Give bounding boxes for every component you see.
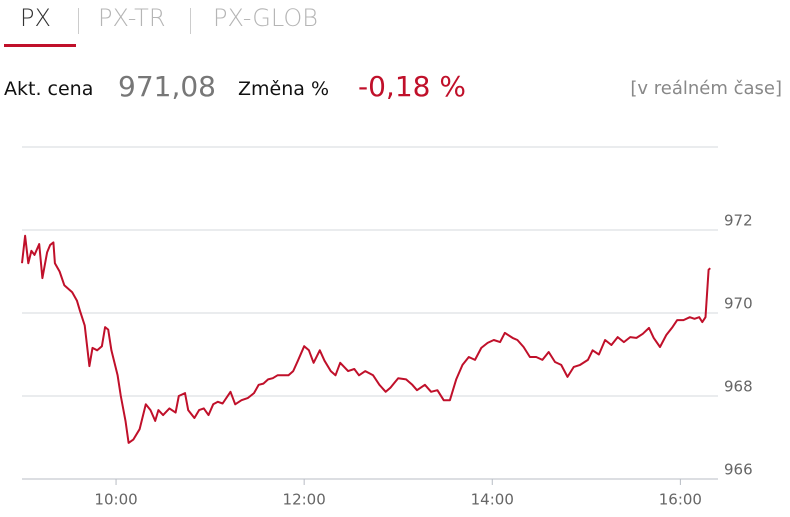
x-tick-label: 14:00 — [471, 491, 514, 509]
price-label: Akt. cena — [4, 78, 94, 100]
separator — [190, 8, 191, 34]
change-value: -0,18 % — [358, 70, 466, 103]
x-tick-label: 10:00 — [94, 491, 137, 509]
price-line — [21, 234, 711, 444]
y-tick-label: 968 — [724, 378, 753, 396]
tab[interactable]: PX — [20, 4, 51, 32]
x-tick-label: 12:00 — [283, 491, 326, 509]
active-tab-underline — [4, 44, 76, 47]
tab[interactable]: PX-TR — [98, 4, 166, 32]
change-label: Změna % — [238, 78, 329, 100]
tab[interactable]: PX-GLOB — [213, 4, 318, 32]
price-value: 971,08 — [118, 70, 216, 103]
x-tick-label: 16:00 — [659, 491, 702, 509]
y-tick-label: 972 — [724, 212, 753, 230]
y-tick-label: 970 — [724, 295, 753, 313]
realtime-note: [v reálném čase] — [630, 78, 782, 99]
separator — [78, 8, 79, 34]
y-tick-label: 966 — [724, 461, 753, 479]
